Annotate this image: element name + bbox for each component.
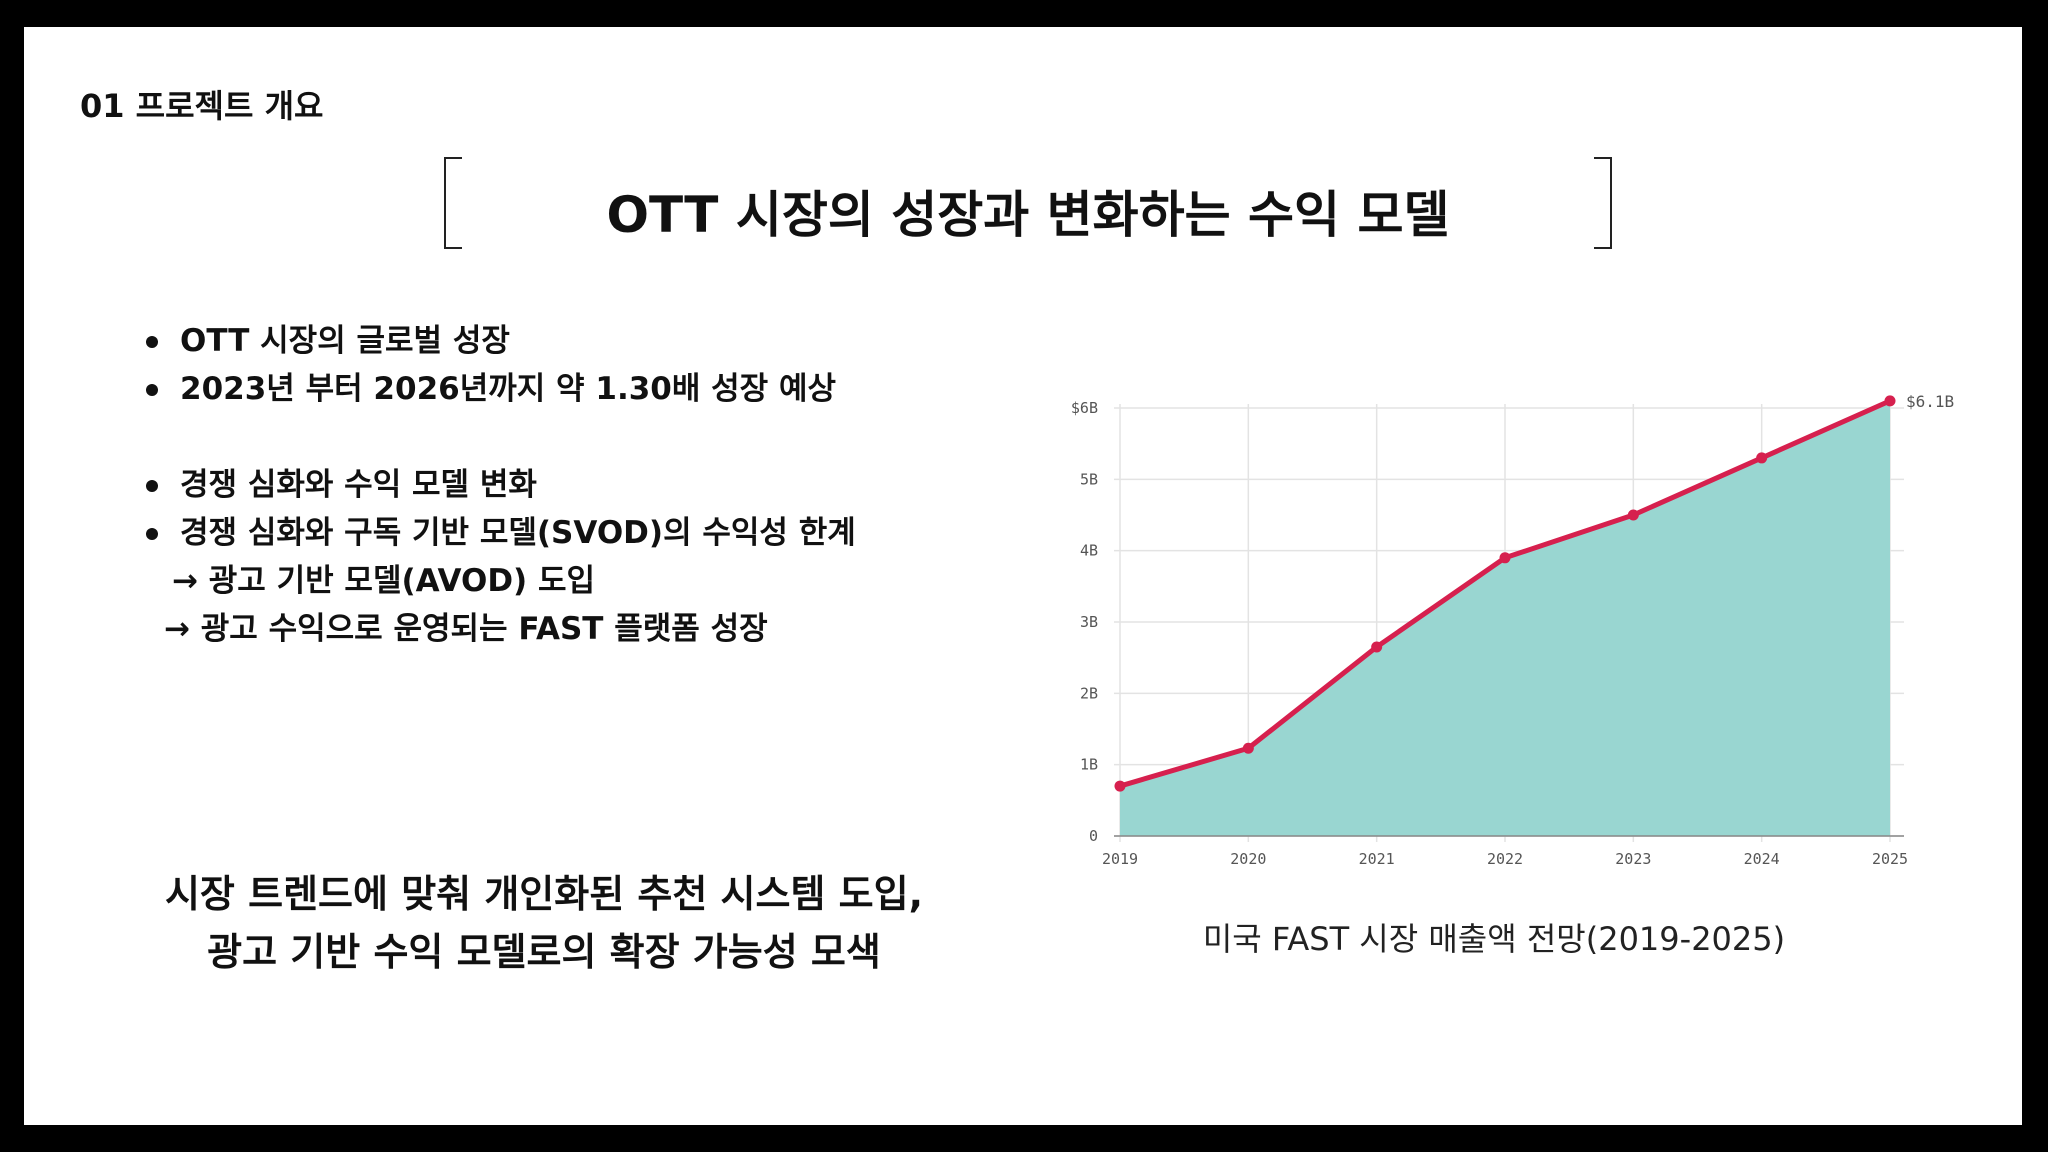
end-value-label: $6.1B	[1906, 392, 1954, 411]
bullet-text: 경쟁 심화와 수익 모델 변화	[180, 467, 537, 503]
bullet-item: 경쟁 심화와 구독 기반 모델(SVOD)의 수익성 한계	[140, 509, 960, 557]
chart-caption: 미국 FAST 시장 매출액 전망(2019-2025)	[1202, 920, 1786, 958]
y-tick-label: $6B	[1071, 399, 1098, 417]
conclusion-line: 광고 기반 수익 모델로의 확장 가능성 모색	[207, 930, 881, 974]
bullet-item: 경쟁 심화와 수익 모델 변화	[140, 461, 960, 509]
page-title: OTT 시장의 성장과 변화하는 수익 모델	[606, 186, 1450, 244]
data-point	[1499, 552, 1511, 564]
right-bracket	[1594, 157, 1612, 249]
data-point	[1114, 780, 1126, 792]
left-bracket	[444, 157, 462, 249]
x-tick-label: 2020	[1230, 850, 1266, 868]
data-point	[1627, 509, 1639, 521]
area-chart-svg: 0 1B 2B 3B 4B 5B $6B 2019 2020 2021 2022 2023 2024 20…	[1071, 392, 1954, 868]
x-tick-label: 2021	[1359, 850, 1395, 868]
title-frame: OTT 시장의 성장과 변화하는 수익 모델	[444, 157, 1612, 249]
data-point	[1371, 641, 1383, 653]
data-point	[1242, 742, 1254, 754]
x-tick-label: 2025	[1872, 850, 1908, 868]
bullet-text: 경쟁 심화와 구독 기반 모델(SVOD)의 수익성 한계	[180, 515, 856, 551]
conclusion-line: 시장 트렌드에 맞춰 개인화된 추천 시스템 도입,	[164, 872, 924, 916]
y-tick-label: 2B	[1080, 684, 1098, 702]
y-tick-label: 4B	[1080, 542, 1098, 560]
area-fill	[1120, 400, 1890, 836]
y-tick-label: 5B	[1080, 470, 1098, 488]
bullet-text: OTT 시장의 글로벌 성장	[180, 323, 510, 359]
x-tick-label: 2022	[1487, 850, 1523, 868]
arrow-line: → 광고 기반 모델(AVOD) 도입	[172, 563, 596, 599]
conclusion-text: 시장 트렌드에 맞춰 개인화된 추천 시스템 도입, 광고 기반 수익 모델로의…	[104, 865, 984, 981]
bullet-item: 2023년 부터 2026년까지 약 1.30배 성장 예상	[140, 365, 960, 413]
bullet-dot-icon	[146, 528, 158, 540]
y-tick-label: 1B	[1080, 756, 1098, 774]
bullet-item: OTT 시장의 글로벌 성장	[140, 317, 960, 365]
chart: 0 1B 2B 3B 4B 5B $6B 2019 2020 2021 2022 2023 2024 20…	[1034, 372, 1974, 892]
bullet-dot-icon	[146, 384, 158, 396]
arrow-line: → 광고 수익으로 운영되는 FAST 플랫폼 성장	[164, 611, 768, 647]
x-tick-label: 2019	[1102, 850, 1138, 868]
bullet-dot-icon	[146, 480, 158, 492]
bullet-text: 2023년 부터 2026년까지 약 1.30배 성장 예상	[180, 371, 837, 407]
data-point	[1756, 452, 1768, 464]
slide: 01 프로젝트 개요 OTT 시장의 성장과 변화하는 수익 모델 OTT 시장…	[24, 27, 2022, 1125]
data-point	[1884, 395, 1896, 407]
x-tick-label: 2024	[1744, 850, 1780, 868]
bullet-list: OTT 시장의 글로벌 성장 2023년 부터 2026년까지 약 1.30배 …	[140, 317, 960, 653]
y-tick-label: 0	[1089, 827, 1098, 845]
bullet-dot-icon	[146, 336, 158, 348]
section-label: 01 프로젝트 개요	[80, 87, 324, 125]
x-tick-label: 2023	[1615, 850, 1651, 868]
y-tick-label: 3B	[1080, 613, 1098, 631]
